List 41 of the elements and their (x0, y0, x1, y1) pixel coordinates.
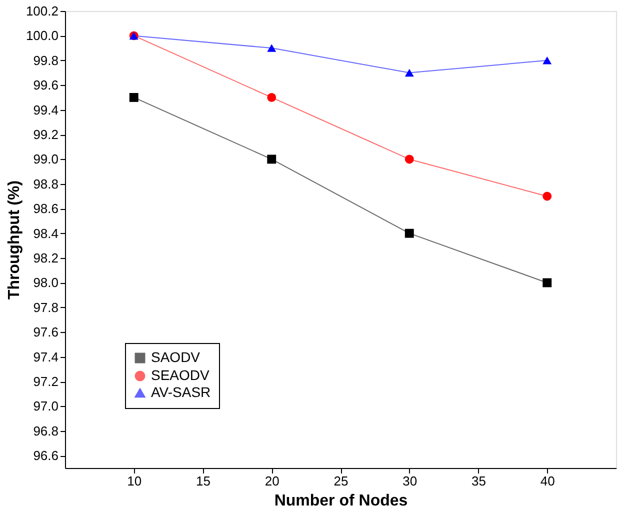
point (404, 154, 414, 164)
x-tick-label: 25 (334, 474, 348, 488)
y-tick-label: 99.2 (33, 127, 58, 142)
legend-label: SAODV (151, 349, 201, 365)
point (542, 192, 552, 201)
point (267, 154, 276, 164)
y-tick-label: 96.8 (33, 423, 58, 438)
x-tick-label: 15 (196, 474, 210, 488)
point (404, 68, 414, 77)
y-tick-label: 97.2 (33, 374, 58, 390)
point (267, 92, 276, 102)
x-axis-title: Number of Nodes (274, 492, 408, 510)
y-tick-label: 98.4 (33, 226, 58, 241)
y-axis-title: Throughput (%) (6, 180, 23, 300)
y-tick-label: 98.2 (33, 250, 58, 266)
y-tick-label: 100.0 (26, 28, 58, 44)
y-tick-label: 99.8 (33, 52, 58, 68)
y-tick-label: 97.6 (33, 324, 58, 340)
point (267, 44, 276, 52)
y-tick-label: 99.6 (33, 78, 58, 93)
point (404, 228, 414, 238)
y-tick-label: 96.6 (33, 448, 58, 464)
x-tick-label: 10 (127, 474, 142, 488)
point (129, 92, 138, 102)
y-tick-label: 100.2 (26, 4, 58, 18)
y-tick-label: 98.8 (33, 176, 58, 192)
legend-label: AV-SASR (151, 384, 211, 400)
y-tick-label: 98.0 (33, 275, 58, 290)
y-tick-label: 98.6 (33, 201, 58, 216)
y-tick-label: 97.0 (33, 398, 58, 414)
x-tick-label: 20 (264, 474, 280, 488)
y-tick-label: 99.4 (33, 102, 58, 118)
x-tick-label: 30 (402, 474, 418, 488)
point (542, 278, 552, 288)
point (542, 56, 552, 64)
y-tick-label: 97.4 (33, 349, 58, 364)
x-tick-label: 40 (540, 474, 555, 488)
legend-label: SEAODV (151, 367, 210, 383)
y-tick-label: 97.8 (33, 300, 58, 315)
y-tick-label: 99.0 (33, 152, 58, 167)
x-tick-label: 35 (472, 474, 486, 488)
